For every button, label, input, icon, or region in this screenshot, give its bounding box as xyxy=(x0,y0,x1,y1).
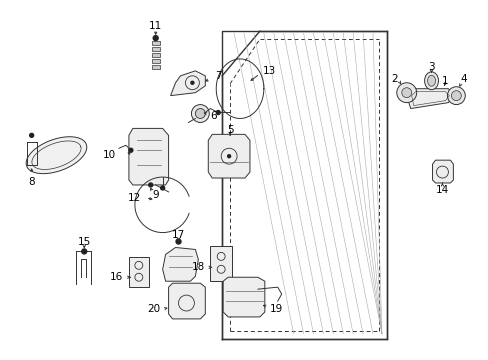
Circle shape xyxy=(191,105,209,122)
Bar xyxy=(151,53,160,57)
Text: 1: 1 xyxy=(441,76,448,86)
Circle shape xyxy=(129,148,133,152)
Polygon shape xyxy=(170,71,205,96)
Polygon shape xyxy=(163,247,198,281)
Text: 11: 11 xyxy=(149,21,162,31)
Text: 9: 9 xyxy=(152,190,159,200)
Circle shape xyxy=(176,239,181,244)
Bar xyxy=(151,65,160,69)
Polygon shape xyxy=(406,89,452,109)
Circle shape xyxy=(161,186,164,190)
Polygon shape xyxy=(129,129,168,185)
Bar xyxy=(151,41,160,45)
Bar xyxy=(151,59,160,63)
Text: 17: 17 xyxy=(172,230,185,239)
Polygon shape xyxy=(168,283,205,319)
Circle shape xyxy=(190,81,194,84)
Text: 20: 20 xyxy=(147,304,161,314)
Polygon shape xyxy=(223,277,264,317)
Text: 16: 16 xyxy=(109,272,122,282)
Text: 2: 2 xyxy=(391,74,397,84)
Circle shape xyxy=(401,88,411,98)
Circle shape xyxy=(153,36,158,41)
Circle shape xyxy=(450,91,460,100)
Text: 19: 19 xyxy=(269,304,283,314)
Bar xyxy=(151,47,160,51)
Text: 8: 8 xyxy=(28,177,35,187)
Text: 14: 14 xyxy=(435,185,448,195)
Circle shape xyxy=(81,249,86,254)
Circle shape xyxy=(216,111,220,114)
Polygon shape xyxy=(26,137,86,174)
Ellipse shape xyxy=(424,72,438,90)
Text: 3: 3 xyxy=(427,62,434,72)
Ellipse shape xyxy=(427,75,435,86)
Text: 5: 5 xyxy=(226,125,233,135)
Circle shape xyxy=(227,155,230,158)
Circle shape xyxy=(447,87,464,105)
Polygon shape xyxy=(432,160,452,183)
Bar xyxy=(129,257,148,287)
Text: 10: 10 xyxy=(102,150,116,160)
Text: 13: 13 xyxy=(263,66,276,76)
Text: 12: 12 xyxy=(127,193,141,203)
Text: 18: 18 xyxy=(192,262,205,272)
Circle shape xyxy=(195,109,205,118)
Text: 15: 15 xyxy=(78,237,91,247)
Circle shape xyxy=(148,183,152,187)
Circle shape xyxy=(396,83,416,103)
Polygon shape xyxy=(208,134,249,178)
Circle shape xyxy=(30,133,34,137)
Text: 7: 7 xyxy=(215,71,222,81)
Bar xyxy=(210,247,232,281)
Text: 6: 6 xyxy=(210,112,217,121)
Text: 4: 4 xyxy=(459,74,466,84)
